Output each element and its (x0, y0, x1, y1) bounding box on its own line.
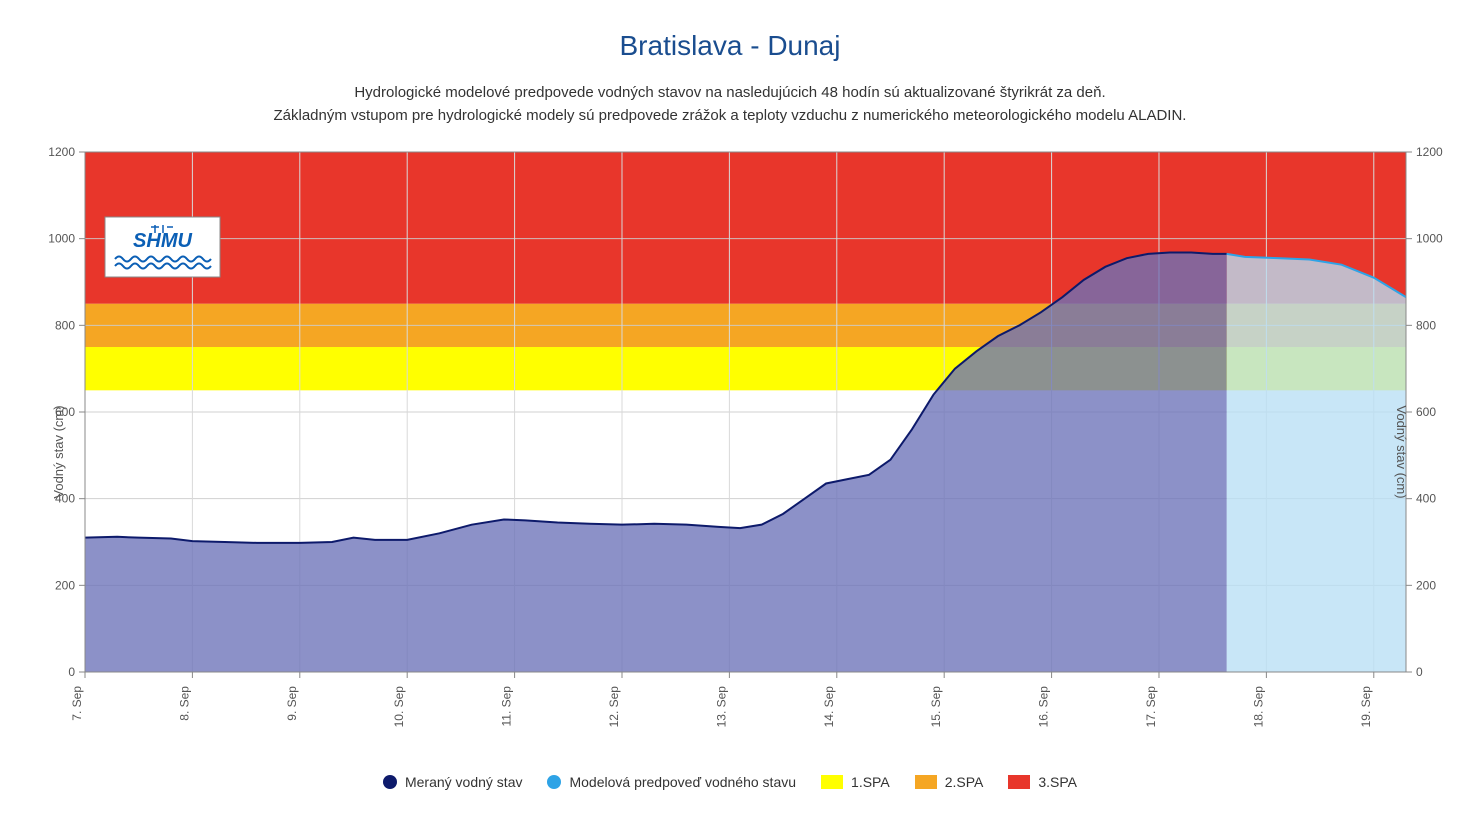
legend-label: Meraný vodný stav (405, 774, 523, 790)
xtick: 15. Sep (929, 686, 943, 728)
legend-item: 1.SPA (821, 774, 890, 790)
legend: Meraný vodný stav Modelová predpoveď vodn… (0, 762, 1460, 798)
legend-swatch (383, 775, 397, 789)
ytick-left: 1200 (48, 145, 75, 159)
shmu-logo: SHMU (105, 217, 220, 277)
xtick: 10. Sep (392, 686, 406, 728)
forecast-area (1227, 254, 1406, 672)
ytick-right: 600 (1416, 405, 1436, 419)
ytick-right: 0 (1416, 665, 1423, 679)
xtick: 7. Sep (70, 686, 84, 721)
ytick-left: 1000 (48, 232, 75, 246)
hydrograph-chart: 0020020040040060060080080010001000120012… (0, 142, 1460, 762)
xtick: 16. Sep (1037, 686, 1051, 728)
subtitle-line-2: Základným vstupom pre hydrologické model… (274, 107, 1187, 124)
legend-item: Modelová predpoveď vodného stavu (547, 774, 796, 790)
ytick-right: 800 (1416, 318, 1436, 332)
xtick: 14. Sep (822, 686, 836, 728)
y-axis-label-left: Vodný stav (cm) (51, 405, 66, 498)
xtick: 19. Sep (1359, 686, 1373, 728)
xtick: 8. Sep (177, 686, 191, 721)
ytick-left: 200 (55, 578, 75, 592)
ytick-right: 200 (1416, 578, 1436, 592)
legend-item: 3.SPA (1008, 774, 1077, 790)
ytick-right: 1200 (1416, 145, 1443, 159)
ytick-left: 0 (68, 665, 75, 679)
legend-label: 2.SPA (945, 774, 984, 790)
xtick: 13. Sep (714, 686, 728, 728)
xtick: 18. Sep (1251, 686, 1265, 728)
y-axis-label-right: Vodný stav (cm) (1394, 405, 1409, 498)
xtick: 17. Sep (1144, 686, 1158, 728)
ytick-left: 800 (55, 318, 75, 332)
legend-label: 1.SPA (851, 774, 890, 790)
svg-text:SHMU: SHMU (133, 230, 192, 252)
legend-label: 3.SPA (1038, 774, 1077, 790)
ytick-right: 1000 (1416, 232, 1443, 246)
xtick: 9. Sep (285, 686, 299, 721)
subtitle-line-1: Hydrologické modelové predpovede vodných… (354, 84, 1105, 101)
legend-swatch (821, 775, 843, 789)
xtick: 11. Sep (500, 686, 514, 727)
page-title: Bratislava - Dunaj (0, 30, 1460, 62)
chart-container: Vodný stav (cm) Vodný stav (cm) 0 0 200 200… (0, 142, 1460, 762)
legend-label: Modelová predpoveď vodného stavu (569, 774, 796, 790)
legend-item: Meraný vodný stav (383, 774, 523, 790)
legend-swatch (915, 775, 937, 789)
xtick: 12. Sep (607, 686, 621, 728)
legend-swatch (547, 775, 561, 789)
subtitle: Hydrologické modelové predpovede vodných… (0, 82, 1460, 127)
legend-swatch (1008, 775, 1030, 789)
legend-item: 2.SPA (915, 774, 984, 790)
ytick-right: 400 (1416, 492, 1436, 506)
